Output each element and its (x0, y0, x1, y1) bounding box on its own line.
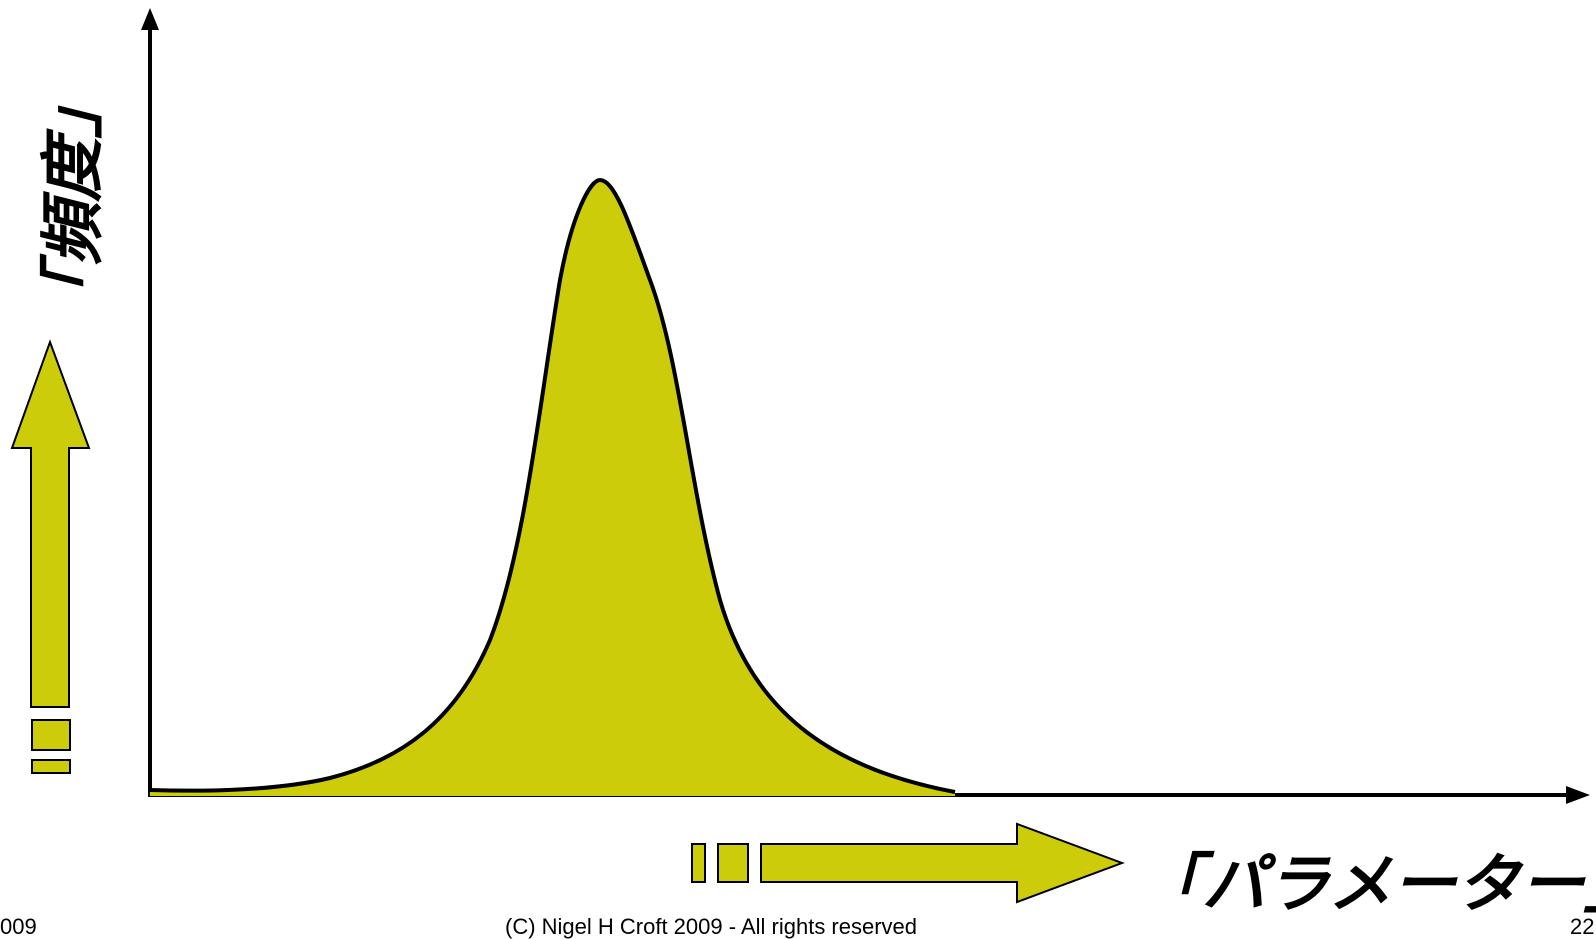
distribution-curve-outline (149, 178, 956, 794)
footer-copyright: (C) Nigel H Croft 2009 - All rights rese… (505, 914, 917, 939)
frequency-arrow (10, 339, 91, 774)
frequency-arrow-dash-2 (31, 719, 71, 751)
parameter-arrow-dash-2 (717, 843, 749, 883)
footer-left-text: 009 (0, 914, 37, 939)
frequency-arrow-body (10, 339, 91, 708)
distribution-curve (150, 180, 955, 796)
parameter-arrow-dash-1 (691, 843, 706, 883)
page-number: 22 (1570, 914, 1594, 939)
x-axis-arrowhead (1566, 786, 1590, 804)
y-axis-arrowhead (141, 8, 159, 30)
parameter-arrow-body (760, 822, 1125, 904)
y-axis-label: 「頻度」 (37, 74, 111, 330)
parameter-arrow (691, 822, 1125, 904)
frequency-arrow-dash-1 (31, 759, 71, 774)
x-axis-label: 「パラメーター」 (1138, 848, 1596, 922)
